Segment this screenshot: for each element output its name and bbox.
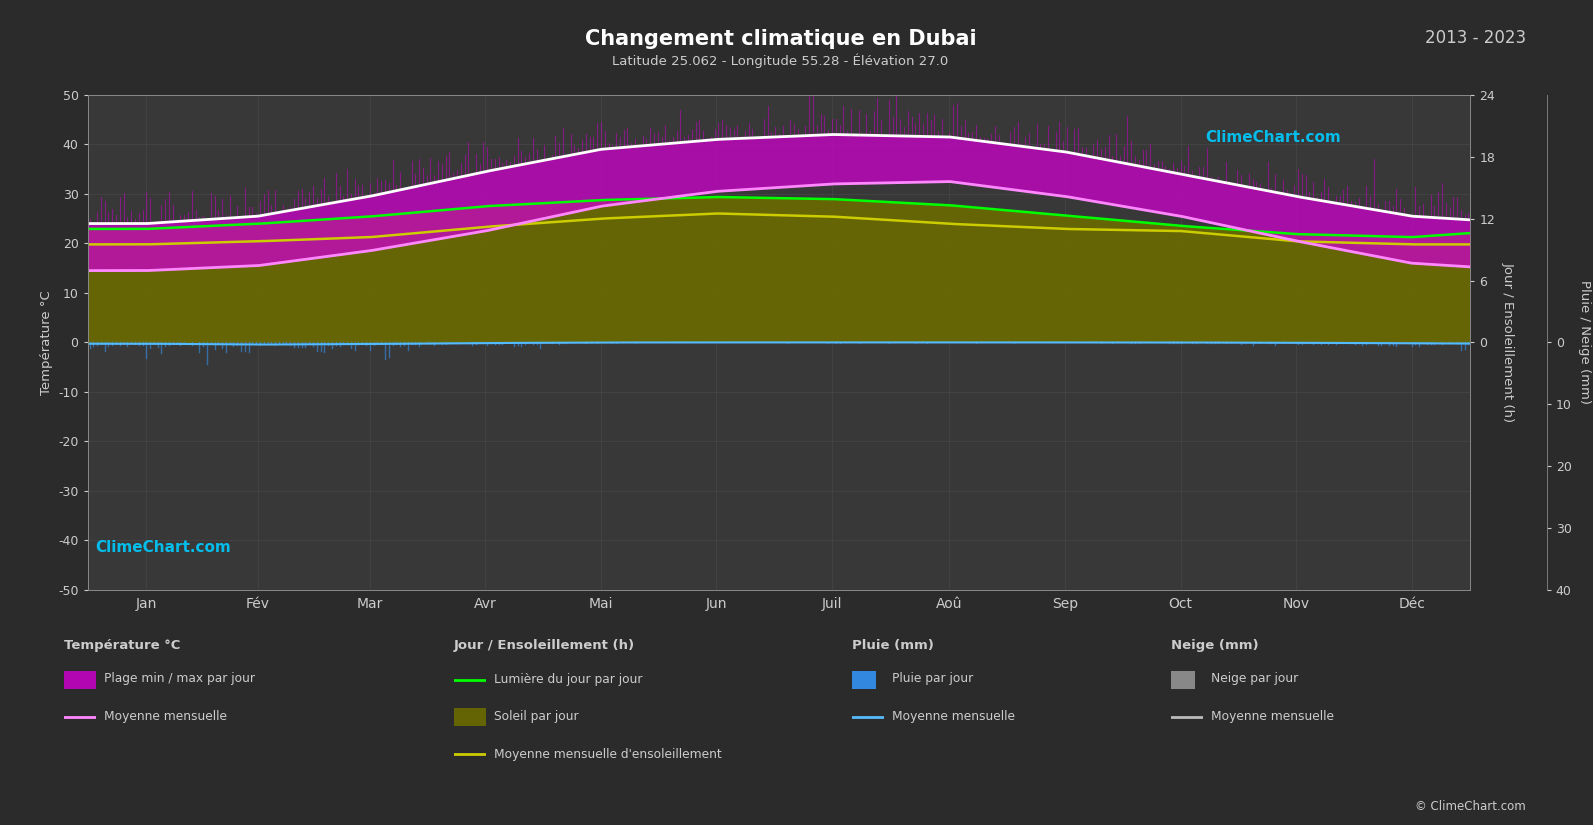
Text: Neige (mm): Neige (mm) [1171, 639, 1258, 653]
Text: © ClimeChart.com: © ClimeChart.com [1415, 799, 1526, 813]
Text: Soleil par jour: Soleil par jour [494, 710, 578, 723]
Y-axis label: Pluie / Neige (mm): Pluie / Neige (mm) [1579, 280, 1591, 404]
Text: Latitude 25.062 - Longitude 55.28 - Élévation 27.0: Latitude 25.062 - Longitude 55.28 - Élév… [612, 54, 949, 68]
Text: Plage min / max par jour: Plage min / max par jour [104, 672, 255, 686]
Text: ClimeChart.com: ClimeChart.com [1206, 130, 1341, 144]
Text: Moyenne mensuelle: Moyenne mensuelle [892, 710, 1015, 724]
Text: Moyenne mensuelle: Moyenne mensuelle [1211, 710, 1333, 724]
Text: Température °C: Température °C [64, 639, 180, 653]
Y-axis label: Jour / Ensoleillement (h): Jour / Ensoleillement (h) [1502, 262, 1515, 422]
Text: 2013 - 2023: 2013 - 2023 [1426, 29, 1526, 47]
Text: Lumière du jour par jour: Lumière du jour par jour [494, 673, 642, 686]
Y-axis label: Température °C: Température °C [40, 290, 53, 394]
Text: Changement climatique en Dubai: Changement climatique en Dubai [585, 29, 977, 49]
Text: Moyenne mensuelle: Moyenne mensuelle [104, 710, 226, 724]
Text: Neige par jour: Neige par jour [1211, 672, 1298, 686]
Text: Pluie par jour: Pluie par jour [892, 672, 973, 686]
Text: Jour / Ensoleillement (h): Jour / Ensoleillement (h) [454, 639, 636, 653]
Text: Pluie (mm): Pluie (mm) [852, 639, 933, 653]
Text: Moyenne mensuelle d'ensoleillement: Moyenne mensuelle d'ensoleillement [494, 747, 722, 761]
Text: ClimeChart.com: ClimeChart.com [96, 540, 231, 555]
